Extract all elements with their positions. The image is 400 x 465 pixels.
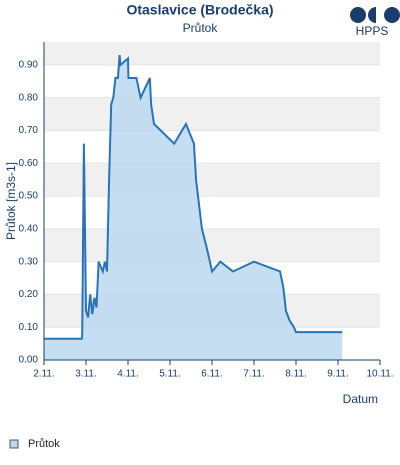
y-tick-label: 0.30 <box>19 256 39 267</box>
x-tick-label: 3.11. <box>75 369 97 380</box>
y-axis-label: Průtok [m3s-1] <box>4 162 18 240</box>
x-tick-label: 10.11. <box>366 369 393 380</box>
logo-text: HPPS <box>356 24 389 38</box>
y-tick-label: 0.00 <box>19 355 39 366</box>
y-tick-label: 0.90 <box>19 60 39 71</box>
area-fill <box>44 55 343 360</box>
grid-band <box>44 228 380 262</box>
legend-label: Průtok <box>28 438 60 450</box>
grid-band <box>44 97 380 131</box>
y-tick-label: 0.80 <box>19 92 39 103</box>
x-tick-label: 7.11. <box>243 369 265 380</box>
y-tick-label: 0.40 <box>19 224 39 235</box>
y-tick-label: 0.20 <box>19 289 39 300</box>
x-tick-label: 4.11. <box>117 369 139 380</box>
grid-band <box>44 42 380 65</box>
y-tick-label: 0.50 <box>19 191 39 202</box>
line <box>44 55 343 340</box>
chart-title: Otaslavice (Brodečka) <box>126 2 273 18</box>
logo: HPPS <box>350 7 400 38</box>
x-tick-label: 2.11. <box>33 369 55 380</box>
chart-subtitle: Průtok <box>183 21 219 35</box>
y-tick-label: 0.60 <box>19 158 39 169</box>
x-tick-label: 6.11. <box>201 369 223 380</box>
grid-band <box>44 163 380 197</box>
x-tick-label: 9.11. <box>327 369 349 380</box>
x-tick-label: 5.11. <box>159 369 181 380</box>
plot-bands <box>44 42 380 361</box>
y-tick-label: 0.10 <box>19 322 39 333</box>
y-tick-label: 0.70 <box>19 125 39 136</box>
legend-swatch <box>9 439 19 449</box>
x-tick-label: 8.11. <box>285 369 307 380</box>
x-axis-label: Datum <box>343 392 378 406</box>
